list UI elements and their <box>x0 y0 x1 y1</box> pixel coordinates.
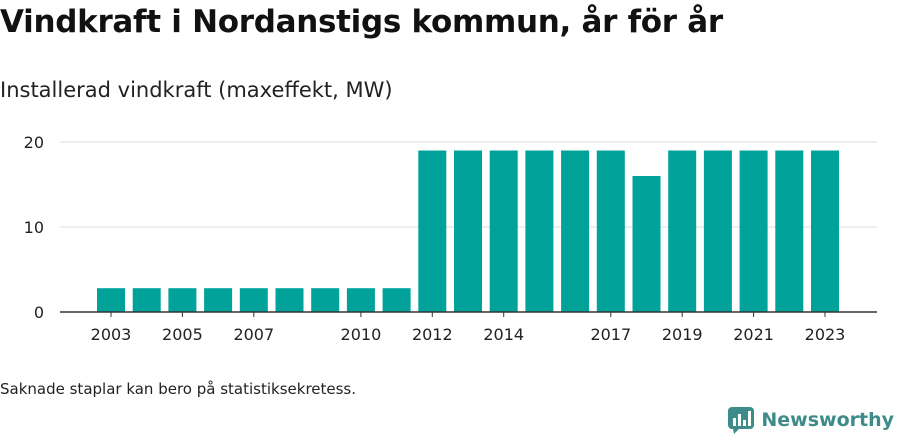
brand-name: Newsworthy <box>761 409 894 431</box>
bar-2006 <box>204 288 233 312</box>
bar-2019 <box>668 150 697 312</box>
x-tick-label: 2012 <box>412 325 453 344</box>
bar-2013 <box>454 150 482 312</box>
axes: 0 10 20 2003 2005 2007 2010 2012 2014 2017 2019 202… <box>24 133 877 344</box>
y-tick-label: 20 <box>24 133 44 152</box>
x-tick-label: 2003 <box>91 325 132 344</box>
x-tick-label: 2010 <box>341 325 382 344</box>
bar-2022 <box>775 150 804 312</box>
bar-2023 <box>811 150 839 312</box>
bar-2005 <box>168 288 197 312</box>
chart-subtitle: Installerad vindkraft (maxeffekt, MW) <box>0 78 393 102</box>
x-tick-label: 2005 <box>162 325 203 344</box>
bar-2004 <box>132 288 161 312</box>
x-tick-label: 2023 <box>805 325 846 344</box>
footnote: Saknade staplar kan bero på statistiksek… <box>0 380 357 398</box>
bar-chart: 0 10 20 2003 2005 2007 2010 2012 2014 2017 2019 202… <box>24 133 877 344</box>
bar-2021 <box>739 150 768 312</box>
x-tick-label: 2014 <box>483 325 524 344</box>
bar-2008 <box>275 288 304 312</box>
bars <box>97 150 839 312</box>
bar-2010 <box>346 288 375 312</box>
bar-2007 <box>239 288 268 312</box>
newsworthy-logo-icon <box>728 407 755 434</box>
bar-2018 <box>632 176 661 312</box>
bar-2014 <box>489 150 518 312</box>
x-tick-label: 2021 <box>733 325 774 344</box>
y-tick-label: 10 <box>24 218 44 237</box>
bar-2011 <box>382 288 411 312</box>
brand-logo[interactable]: Newsworthy <box>727 406 894 434</box>
x-tick-label: 2019 <box>662 325 703 344</box>
bar-2012 <box>418 150 447 312</box>
chart-title: Vindkraft i Nordanstigs kommun, år för å… <box>0 4 723 40</box>
y-tick-label: 0 <box>34 303 44 322</box>
bar-2020 <box>703 150 732 312</box>
bar-2009 <box>311 288 340 312</box>
x-tick-label: 2017 <box>590 325 631 344</box>
bar-2003 <box>97 288 125 312</box>
bar-2017 <box>596 150 625 312</box>
x-tick-label: 2007 <box>233 325 274 344</box>
bar-2016 <box>561 150 590 312</box>
bar-2015 <box>525 150 554 312</box>
